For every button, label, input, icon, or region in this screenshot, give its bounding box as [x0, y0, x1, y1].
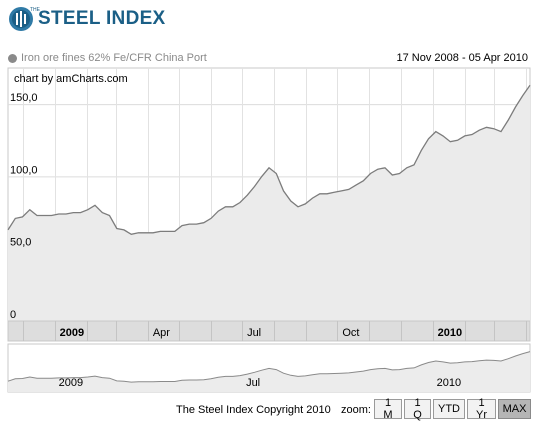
x-tick-label: 2009: [60, 327, 84, 339]
zoom-1q-button[interactable]: 1 Q: [404, 397, 431, 421]
date-range-label: 17 Nov 2008 - 05 Apr 2010: [396, 52, 528, 64]
x-tick-label: Oct: [342, 327, 359, 339]
price-chart[interactable]: 0 50,0 100,0 150,0 2009 Apr Jul Oct 2010 2009 Jul 2…: [0, 0, 536, 400]
x-tick-label: 2010: [438, 327, 462, 339]
brand-name: STEEL INDEX: [38, 8, 166, 29]
legend-series-label: Iron ore fines 62% Fe/CFR China Port: [21, 52, 207, 64]
navigator-line: [7, 351, 531, 383]
series-line: [7, 84, 531, 235]
brand-prefix: THE: [30, 7, 40, 13]
zoom-1yr-button[interactable]: 1 Yr: [467, 397, 496, 421]
series-legend[interactable]: Iron ore fines 62% Fe/CFR China Port: [8, 52, 207, 64]
x-tick-label: Apr: [153, 327, 170, 339]
zoom-label: zoom:: [341, 404, 371, 416]
navigator-tick-label: Jul: [246, 377, 260, 389]
zoom-max-button[interactable]: MAX: [498, 399, 531, 419]
copyright-text: The Steel Index Copyright 2010: [176, 404, 331, 416]
steel-index-logo-icon: [9, 7, 33, 31]
x-tick-label: Jul: [247, 327, 261, 339]
navigator-tick-label: 2009: [59, 377, 83, 389]
zoom-ytd-button[interactable]: YTD: [433, 399, 465, 419]
y-tick-label: 100,0: [10, 164, 38, 176]
amcharts-credit-link[interactable]: chart by amCharts.com: [14, 73, 128, 85]
legend-marker-icon: [8, 53, 17, 63]
brand-logo: THE STEEL INDEX: [8, 6, 166, 32]
series-area: [8, 85, 530, 321]
x-axis-band: [7, 320, 531, 342]
y-tick-label: 0: [10, 309, 16, 321]
navigator-tick-label: 2010: [437, 377, 461, 389]
y-tick-label: 50,0: [10, 237, 31, 249]
y-tick-label: 150,0: [10, 92, 38, 104]
zoom-1m-button[interactable]: 1 M: [374, 397, 402, 421]
